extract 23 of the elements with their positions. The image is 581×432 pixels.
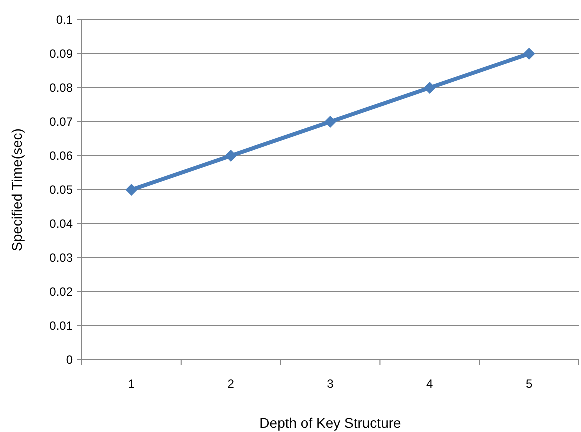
y-tick-label: 0.07	[50, 115, 74, 130]
point	[424, 82, 436, 94]
point	[324, 116, 336, 128]
y-tick-label: 0	[66, 353, 74, 368]
x-axis-title: Depth of Key Structure	[260, 415, 402, 431]
y-tick-label: 0.06	[50, 149, 74, 164]
x-tick-label: 2	[228, 377, 235, 391]
y-axis-title: Specified Time(sec)	[9, 128, 25, 252]
y-tick-label: 0.03	[50, 251, 74, 266]
y-tick-label: 0.05	[50, 183, 74, 198]
point	[225, 150, 238, 162]
point	[523, 48, 536, 60]
x-tick-label: 5	[526, 377, 533, 391]
y-tick-label: 0.1	[56, 13, 74, 28]
y-tick-label: 0.02	[50, 285, 74, 300]
x-tick-label: 3	[327, 377, 334, 391]
x-tick-label: 1	[128, 377, 136, 391]
y-tick-label: 0.01	[50, 319, 74, 334]
point	[126, 184, 138, 196]
y-tick-label: 0.09	[50, 47, 74, 62]
y-tick-label: 0.08	[50, 81, 74, 96]
x-tick-label: 4	[426, 377, 434, 391]
y-tick-label: 0.04	[50, 217, 74, 232]
